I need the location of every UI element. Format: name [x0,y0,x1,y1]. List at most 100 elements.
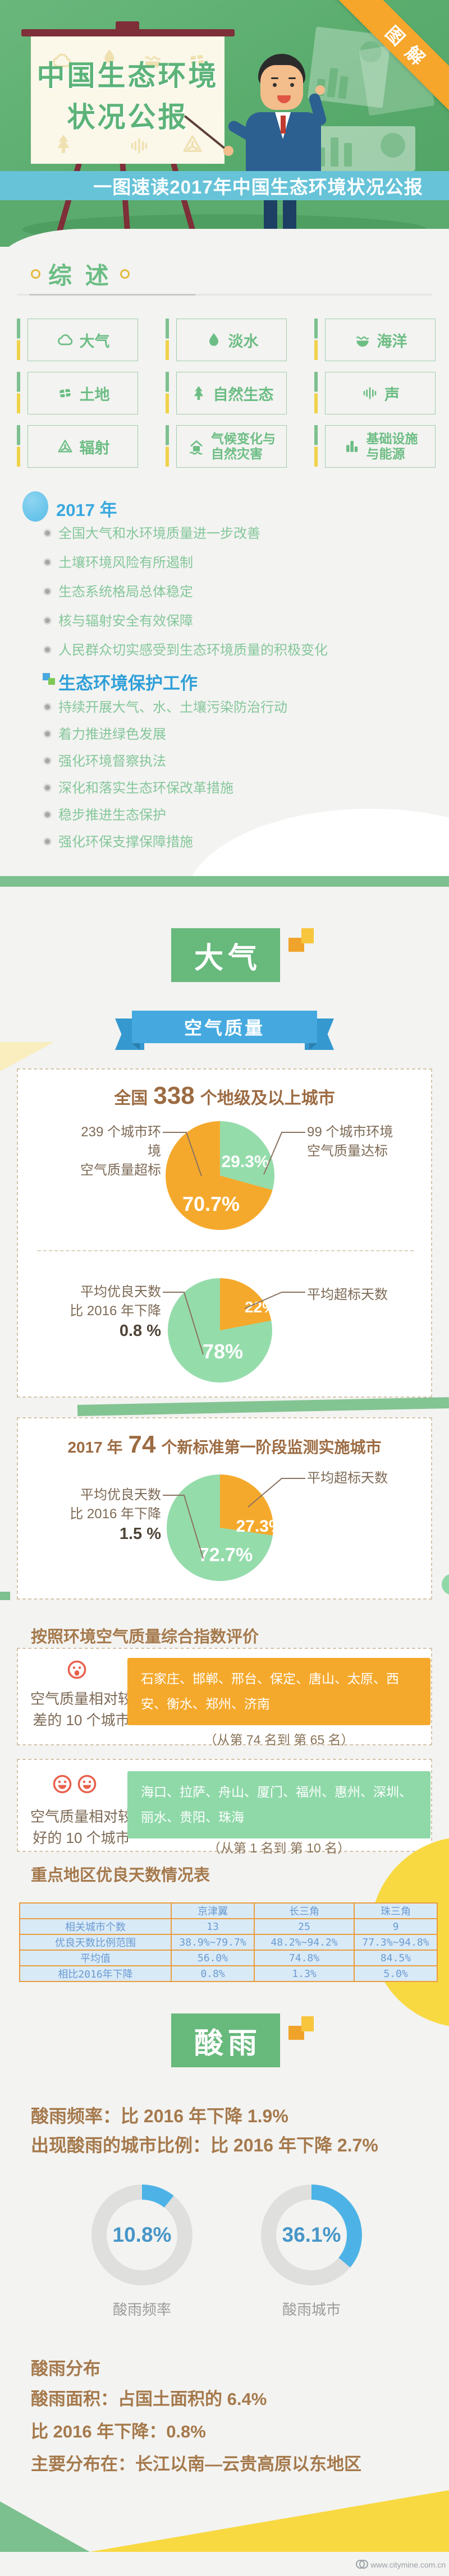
table-cell: 珠三角 [354,1902,438,1919]
worst-cities-caption: （从第 74 名到 第 65 名） [204,1732,354,1747]
sad-face-icon [66,1659,88,1680]
board-title-line1: 中国生态环境 [36,60,219,91]
board-title-line2: 状况公报 [67,102,189,133]
whiteboard-frame [21,29,235,36]
presenter-tie [281,116,286,133]
accent-bar [166,372,169,413]
green-divider-band [0,876,449,887]
squares-icon [42,671,56,685]
subtitle-text: 一图速读2017年中国生态环境状况公报 [93,177,423,197]
land-icon [56,384,74,402]
background-chart-panel [306,126,415,171]
category-nature: 自然生态 [166,372,287,414]
pie-right-label: 99 个城市环境 空气质量达标 [307,1123,411,1161]
category-box: 辐射 [28,425,138,468]
label-line: 空气质量相对较 [30,1690,132,1707]
worst-cities-box: 空气质量相对较 差的 10 个城市 石家庄、邯郸、邢台、保定、唐山、太原、西安、… [17,1648,432,1747]
radiation-icon [56,437,74,455]
distribution-heading: 酸雨分布 [31,2359,100,2379]
donut-label: 酸雨城市 [282,2301,341,2318]
list-item: 强化环境督察执法 [44,754,414,769]
board-title: 中国生态环境 状况公报 [34,55,222,138]
label-line: 好的 10 个城市 [33,1830,130,1846]
citymine-logo [356,2560,369,2570]
white-curve [185,809,449,876]
table-cell: 平均值 [19,1950,172,1966]
tree-icon [190,384,208,402]
pie-pct-orange: 27.3% [236,1517,284,1536]
green-square [48,678,55,685]
pie-pct-orange: 22% [244,1298,277,1316]
table-cell: 长三角 [254,1902,355,1919]
section-divider-curve [0,785,449,876]
table-cell [19,1902,172,1919]
category-box: 土地 [28,372,138,414]
blue-dot-icon [22,491,48,522]
waterdrop-icon [205,331,223,349]
title-number: 74 [128,1431,156,1458]
table-cell: 74.8% [254,1950,355,1966]
category-label: 自然生态 [213,386,274,403]
table-cell: 38.9%~79.7% [171,1934,255,1951]
category-label: 海洋 [377,333,407,350]
pie-left-label: 239 个城市环境 空气质量超标 [68,1123,161,1180]
air-quality-ribbon: 空气质量 [115,1011,334,1054]
section-title-text: 大气 [194,942,262,975]
year-2017-heading: 2017 年 [56,500,117,520]
pie-left-label: 平均优良天数 比 2016 年下降 0.8 % [52,1283,161,1341]
deco-ring-icon [31,269,40,279]
bar-icon [331,137,338,167]
table-cell: 京津翼 [171,1902,255,1919]
green-square-deco [0,1592,10,1600]
accent-bar [314,425,318,467]
label-line: 平均优良天数 [80,1487,161,1503]
best-cities-list: 海口、拉萨、舟山、厦门、福州、惠州、深圳、丽水、贵阳、珠海 [127,1771,430,1838]
category-box: 自然生态 [176,372,287,414]
label-line: 239 个城市环境 [81,1125,161,1159]
box-title: 2017 年 74 个新标准第一阶段监测实施城市 [18,1431,431,1459]
category-air: 大气 [17,319,138,361]
title-suffix: 个地级及以上城市 [200,1089,335,1108]
table-row: 平均值 56.0% 74.8% 84.5% [19,1950,438,1966]
yellow-square-deco [301,2016,314,2031]
presenter-hand [223,146,233,156]
table-title: 重点地区优良天数情况表 [31,1867,210,1884]
category-box: 基础设施 与能源 [325,425,436,468]
donut-label: 酸雨频率 [112,2301,171,2318]
acid-rain-stat-2: 出现酸雨的城市比例：比 2016 年下降 2.7% [31,2135,378,2155]
accent-bar [166,319,169,360]
category-box: 气候变化与 自然灾害 [176,425,287,468]
category-label: 大气 [79,333,110,350]
protection-heading: 生态环境保护工作 [58,674,198,693]
category-ocean: 海洋 [314,319,436,361]
category-label: 声 [384,386,400,403]
donut-value: 10.8% [107,2200,177,2270]
list-item: 人民群众切实感受到生态环境质量的积极变化 [44,643,414,658]
donut-chart-frequency: 10.8% [91,2185,193,2285]
category-label: 土地 [79,386,110,403]
presenter-mouth [277,95,291,103]
table-cell: 48.2%~94.2% [254,1934,355,1951]
acid-rain-stat-1: 酸雨频率：比 2016 年下降 1.9% [31,2106,288,2126]
happy-face-icon [76,1773,98,1795]
category-noise: 声 [314,372,436,414]
footer: www.citymine.com.cn [356,2560,446,2570]
pie-pct-green: 78% [202,1340,244,1363]
label-line: 空气质量相对较 [30,1808,132,1825]
category-land: 土地 [17,372,138,414]
list-item: 持续开展大气、水、土壤污染防治行动 [44,700,414,715]
category-radiation: 辐射 [17,425,138,468]
list-item: 全国大气和水环境质量进一步改善 [44,526,414,541]
table-cell: 5.0% [354,1965,438,1982]
table-cell: 优良天数比例范围 [19,1934,172,1951]
donut-chart-cities: 36.1% [261,2185,362,2285]
cities-74-box: 2017 年 74 个新标准第一阶段监测实施城市 27.3% 72.7% 平均优… [17,1417,432,1600]
whiteboard-knob [116,21,139,30]
label-value: 1.5 % [119,1525,161,1543]
accent-bar [166,425,169,467]
list-item: 强化环保支撑保障措施 [44,835,414,850]
title-suffix: 个新标准第一阶段监测实施城市 [161,1439,382,1456]
sound-icon [128,135,150,157]
header-illustration: 中国生态环境 状况公报 图解 [0,0,449,247]
